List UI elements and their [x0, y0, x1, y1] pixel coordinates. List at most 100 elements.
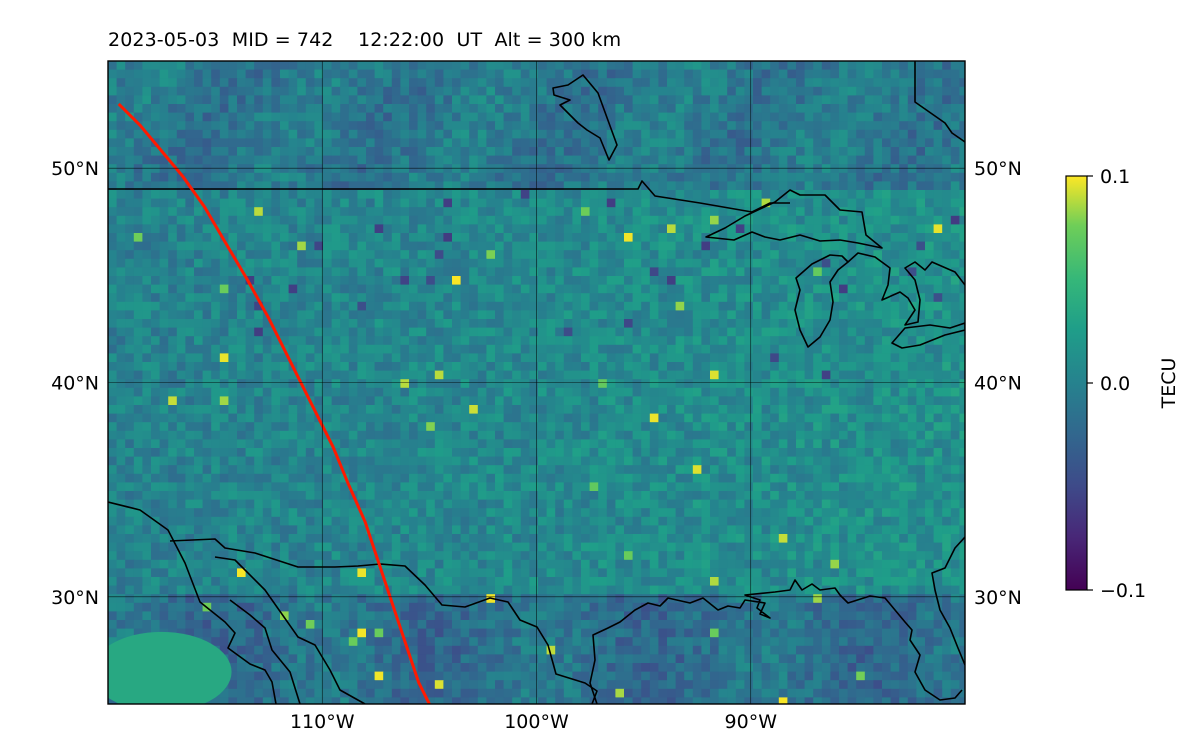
heatmap-cell [701, 86, 711, 96]
heatmap-cell [916, 95, 926, 105]
heatmap-cell [899, 353, 909, 363]
heatmap-cell [942, 465, 952, 475]
heatmap-cell [331, 370, 341, 380]
heatmap-cell [340, 258, 350, 268]
heatmap-cell [890, 396, 900, 406]
heatmap-cell [452, 172, 462, 182]
heatmap-cell [899, 284, 909, 294]
heatmap-cell [495, 482, 505, 492]
heatmap-cell [460, 190, 470, 200]
heatmap-cell [125, 104, 135, 114]
heatmap-cell [778, 379, 788, 389]
heatmap-cell [366, 301, 376, 311]
heatmap-cell [108, 336, 118, 346]
heatmap-cell [882, 336, 892, 346]
heatmap-cell [495, 86, 505, 96]
heatmap-cell [615, 121, 625, 131]
heatmap-cell [495, 430, 505, 440]
heatmap-cell [667, 250, 677, 260]
heatmap-cell [108, 198, 118, 208]
heatmap-cell [280, 129, 290, 139]
heatmap-cell [133, 198, 143, 208]
heatmap-cell [125, 61, 135, 71]
heatmap-cell [598, 327, 608, 337]
heatmap-cell [434, 293, 444, 303]
heatmap-cell [787, 353, 797, 363]
heatmap-cell [245, 319, 255, 329]
heatmap-cell [159, 370, 169, 380]
heatmap-cell [796, 233, 806, 243]
heatmap-cell [202, 405, 212, 415]
heatmap-cell [202, 413, 212, 423]
heatmap-cell [409, 241, 419, 251]
heatmap-cell [391, 129, 401, 139]
heatmap-cell [598, 439, 608, 449]
heatmap-cell [572, 78, 582, 88]
heatmap-cell [211, 344, 221, 354]
heatmap-cell [821, 439, 831, 449]
heatmap-cell [400, 370, 410, 380]
heatmap-cell [168, 448, 178, 458]
heatmap-cell [202, 370, 212, 380]
heatmap-cell [503, 276, 513, 286]
heatmap-cell [125, 121, 135, 131]
heatmap-cell [538, 387, 548, 397]
heatmap-cell [486, 396, 496, 406]
heatmap-cell [400, 224, 410, 234]
heatmap-cell [641, 164, 651, 174]
heatmap-cell [383, 129, 393, 139]
heatmap-cell [735, 250, 745, 260]
heatmap-cell [185, 104, 195, 114]
heatmap-cell [873, 379, 883, 389]
heatmap-cell [658, 362, 668, 372]
heatmap-cell [262, 319, 272, 329]
heatmap-cell [882, 95, 892, 105]
heatmap-cell [357, 327, 367, 337]
heatmap-cell [469, 473, 479, 483]
heatmap-cell [624, 310, 634, 320]
heatmap-cell [245, 258, 255, 268]
heatmap-cell [340, 207, 350, 217]
heatmap-cell [194, 207, 204, 217]
heatmap-cell [555, 190, 565, 200]
heatmap-cell [280, 439, 290, 449]
heatmap-cell [374, 215, 384, 225]
heatmap-cell [770, 276, 780, 286]
heatmap-cell [323, 379, 333, 389]
heatmap-cell [391, 310, 401, 320]
heatmap-cell [667, 241, 677, 251]
heatmap-cell [718, 482, 728, 492]
heatmap-cell [727, 95, 737, 105]
heatmap-cell [254, 301, 264, 311]
heatmap-cell [864, 293, 874, 303]
heatmap-cell [744, 276, 754, 286]
heatmap-cell [649, 95, 659, 105]
heatmap-cell [460, 69, 470, 79]
heatmap-cell [675, 121, 685, 131]
heatmap-cell [503, 104, 513, 114]
heatmap-cell [598, 344, 608, 354]
heatmap-cell [185, 379, 195, 389]
heatmap-cell [667, 473, 677, 483]
heatmap-cell [770, 207, 780, 217]
heatmap-cell [417, 155, 427, 165]
heatmap-cell [684, 413, 694, 423]
heatmap-cell [572, 155, 582, 165]
heatmap-cell [323, 138, 333, 148]
heatmap-cell [262, 473, 272, 483]
heatmap-cell [460, 422, 470, 432]
heatmap-cell [512, 215, 522, 225]
heatmap-cell [211, 267, 221, 277]
heatmap-cell [839, 250, 849, 260]
heatmap-cell [649, 465, 659, 475]
heatmap-cell [151, 293, 161, 303]
heatmap-cell [280, 164, 290, 174]
heatmap-cell [391, 207, 401, 217]
heatmap-cell [142, 448, 152, 458]
heatmap-cell [168, 104, 178, 114]
heatmap-cell [348, 138, 358, 148]
heatmap-cell [649, 293, 659, 303]
heatmap-cell [340, 215, 350, 225]
heatmap-cell [176, 301, 186, 311]
heatmap-cell [950, 164, 960, 174]
